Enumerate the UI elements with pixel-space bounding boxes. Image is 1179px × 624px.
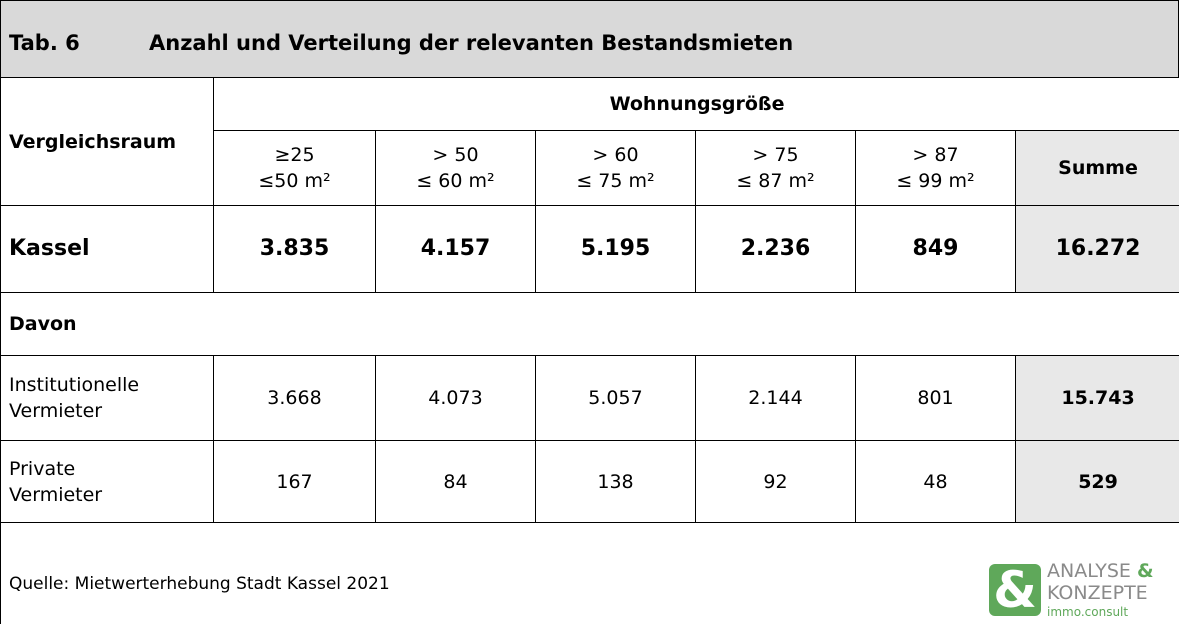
- logo-text: immo.consult: [1047, 605, 1129, 619]
- column-header: > 75 ≤ 87 m²: [695, 130, 856, 206]
- text-line: ≤ 99 m²: [896, 170, 975, 192]
- cell: 48: [855, 440, 1016, 523]
- cell: 4.157: [375, 205, 536, 293]
- cell: 801: [855, 355, 1016, 441]
- table-number: Tab. 6: [9, 31, 80, 55]
- row-label: Kassel: [0, 205, 214, 293]
- row-label: Private Vermieter: [0, 440, 214, 523]
- source: Quelle: Mietwerterhebung Stadt Kassel 20…: [9, 574, 390, 594]
- cell: 15.743: [1014, 355, 1179, 441]
- logo-amp: &: [1137, 560, 1154, 582]
- title-bar: Tab. 6 Anzahl und Verteilung der relevan…: [0, 0, 1179, 78]
- cell: 92: [695, 440, 856, 523]
- logo-line: ANALYSE &: [1047, 560, 1154, 582]
- text-line: Private: [9, 457, 76, 480]
- row: Davon: [0, 292, 1179, 356]
- logo-text: KONZEPTE: [1047, 582, 1148, 604]
- cell: 16.272: [1014, 205, 1179, 293]
- row-label: Institutionelle Vermieter: [0, 355, 214, 441]
- cell: 138: [535, 440, 696, 523]
- text-line: ≤ 75 m²: [576, 170, 655, 192]
- column-header: > 50 ≤ 60 m²: [375, 130, 536, 206]
- column-header: > 60 ≤ 75 m²: [535, 130, 696, 206]
- row: Kassel 3.835 4.157 5.195 2.236 849 16.272: [0, 205, 1179, 293]
- logo-symbol: &: [989, 564, 1041, 616]
- cell: 529: [1014, 440, 1179, 523]
- logo-text: ANALYSE: [1047, 560, 1131, 582]
- text-line: Vermieter: [9, 483, 103, 506]
- text-line: Kassel: [9, 236, 90, 261]
- column-header: > 87 ≤ 99 m²: [855, 130, 1016, 206]
- row-label: Davon: [0, 292, 1179, 356]
- text-line: ≤ 60 m²: [416, 170, 495, 192]
- text-line: > 75: [752, 144, 799, 166]
- text-line: ≤ 87 m²: [736, 170, 815, 192]
- cell: 3.835: [213, 205, 376, 293]
- cell: 4.073: [375, 355, 536, 441]
- cell: 5.195: [535, 205, 696, 293]
- row-header: Vergleichsraum: [0, 77, 214, 206]
- cell: 167: [213, 440, 376, 523]
- text-line: > 87: [912, 144, 959, 166]
- row: Private Vermieter 167 84 138 92 48 529: [0, 440, 1179, 523]
- text-line: > 60: [592, 144, 639, 166]
- footer: Quelle: Mietwerterhebung Stadt Kassel 20…: [0, 522, 1179, 624]
- text-line: Institutionelle: [9, 374, 140, 396]
- table-title: Anzahl und Verteilung der relevanten Bes…: [149, 31, 794, 55]
- cell: 2.144: [695, 355, 856, 441]
- text-line: Davon: [9, 313, 77, 335]
- column-header: Summe: [1014, 130, 1179, 206]
- row: ≥25 ≤50 m² > 50 ≤ 60 m² > 60 ≤ 75 m² > 75 ≤ 87 …: [1, 130, 1179, 206]
- text-line: > 50: [432, 144, 479, 166]
- row: Institutionelle Vermieter 3.668 4.073 5.057 2…: [0, 355, 1179, 441]
- group-header: Wohnungsgröße: [212, 77, 1179, 131]
- cell: 5.057: [535, 355, 696, 441]
- text-line: ≥25: [274, 144, 315, 166]
- table: Vergleichsraum Wohnungsgröße ≥25 ≤50 m² > 50…: [0, 77, 1179, 523]
- cell: 3.668: [213, 355, 376, 441]
- cell: 2.236: [695, 205, 856, 293]
- row: Vergleichsraum Wohnungsgröße: [0, 77, 1179, 206]
- cell: 849: [855, 205, 1016, 293]
- column-header: ≥25 ≤50 m²: [213, 130, 376, 206]
- cell: 84: [375, 440, 536, 523]
- text-line: Vermieter: [9, 400, 103, 422]
- text-line: ≤50 m²: [258, 170, 331, 192]
- text-line: Summe: [1058, 157, 1138, 179]
